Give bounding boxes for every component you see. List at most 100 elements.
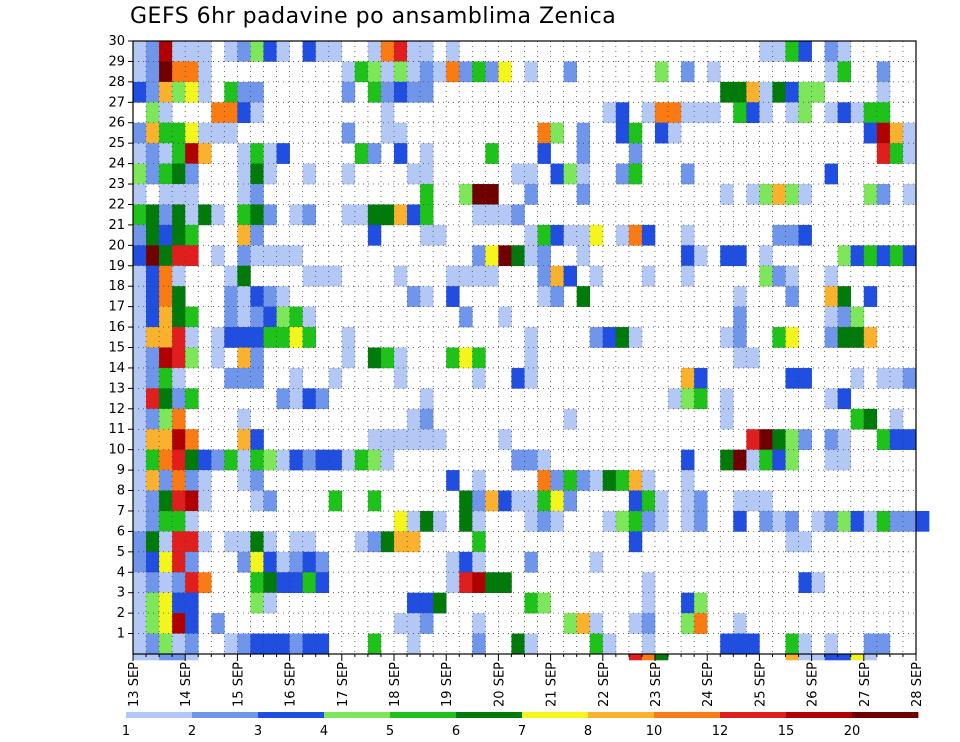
heatmap-cell — [185, 204, 199, 226]
heatmap-cell — [628, 654, 643, 661]
heatmap-cell — [146, 245, 160, 267]
heatmap-cell — [146, 81, 160, 103]
heatmap-cell — [159, 224, 173, 246]
heatmap-cell — [146, 102, 160, 124]
heatmap-cell — [367, 224, 382, 246]
heatmap-cell — [237, 143, 251, 164]
heatmap-cell — [824, 306, 838, 328]
colorbar-segment — [588, 712, 655, 718]
heatmap-cell — [576, 224, 591, 246]
heatmap-cell — [394, 204, 408, 226]
heatmap-cell — [459, 306, 473, 328]
heatmap-cell — [198, 122, 238, 144]
y-tick-label: 9 — [117, 463, 125, 478]
heatmap-cell — [785, 510, 799, 532]
heatmap-cell — [628, 122, 643, 144]
heatmap-cell — [602, 470, 617, 491]
heatmap-cell — [407, 592, 434, 614]
heatmap-cell — [641, 572, 656, 593]
heatmap-cell — [172, 613, 186, 634]
heatmap-cell — [889, 245, 904, 267]
heatmap-cell — [589, 224, 604, 246]
heatmap-cell — [824, 102, 838, 124]
heatmap-cell — [485, 143, 499, 164]
heatmap-cell — [420, 61, 434, 83]
heatmap-cell — [146, 490, 160, 512]
heatmap-cell — [380, 41, 395, 62]
heatmap-cell — [146, 613, 160, 634]
heatmap-cell — [159, 122, 186, 144]
heatmap-cell — [172, 367, 186, 389]
heatmap-cell — [537, 510, 551, 532]
heatmap-cell — [681, 470, 695, 491]
y-tick-label: 15 — [108, 341, 125, 356]
heatmap-cell — [289, 449, 303, 471]
heatmap-cell — [159, 61, 173, 83]
heatmap-cell — [133, 204, 147, 226]
heatmap-cell — [146, 388, 160, 410]
heatmap-cell — [198, 81, 212, 103]
heatmap-cell — [524, 61, 538, 83]
heatmap-cell — [641, 470, 656, 491]
heatmap-cell — [420, 510, 434, 532]
heatmap-cell — [172, 265, 186, 287]
heatmap-cell — [772, 449, 786, 471]
heatmap-cell — [185, 654, 199, 661]
heatmap-cell — [146, 41, 160, 62]
heatmap-cell — [876, 245, 891, 267]
heatmap-cell — [550, 224, 564, 246]
heatmap-cell — [420, 388, 434, 410]
chart-title: GEFS 6hr padavine po ansamblima Zenica — [130, 4, 617, 29]
heatmap-cell — [185, 143, 199, 164]
heatmap-cell — [733, 286, 747, 307]
heatmap-cell — [172, 81, 186, 103]
heatmap-cell — [237, 286, 251, 307]
heatmap-cell — [824, 41, 838, 62]
heatmap-cell — [407, 81, 434, 103]
heatmap-cell — [367, 449, 382, 471]
heatmap-cell — [211, 449, 225, 471]
heatmap-cell — [315, 551, 330, 573]
heatmap-cell — [824, 633, 838, 655]
heatmap-cell — [446, 265, 460, 287]
heatmap-cell — [146, 551, 160, 573]
heatmap-cell — [811, 572, 825, 593]
heatmap-cell — [224, 41, 238, 62]
heatmap-cell — [263, 41, 277, 62]
heatmap-cell — [602, 633, 617, 655]
heatmap-cell — [172, 347, 186, 369]
colorbar-label: 7 — [518, 724, 526, 739]
heatmap-cell — [576, 245, 591, 267]
heatmap-cell — [602, 327, 617, 348]
heatmap-cell — [720, 184, 734, 205]
heatmap-cell — [681, 388, 695, 410]
heatmap-cell — [837, 61, 852, 83]
heatmap-cell — [681, 613, 695, 634]
heatmap-cell — [172, 163, 186, 185]
heatmap-cell — [133, 572, 147, 593]
grid-lines — [133, 40, 916, 654]
heatmap-cell — [420, 613, 434, 634]
heatmap-cell — [185, 388, 199, 410]
heatmap-cell — [733, 449, 747, 471]
heatmap-cell — [276, 306, 290, 328]
heatmap-cell — [250, 102, 264, 124]
heatmap-cell — [889, 510, 904, 532]
heatmap-cell — [615, 102, 630, 124]
heatmap-cell — [876, 510, 891, 532]
heatmap-cell — [824, 61, 838, 83]
heatmap-cell — [250, 347, 264, 369]
heatmap-cell — [133, 592, 147, 614]
heatmap-cell — [133, 490, 147, 512]
y-tick-label: 3 — [117, 586, 125, 601]
heatmap-cell — [407, 633, 421, 655]
heatmap-cell — [824, 510, 838, 532]
heatmap-cell — [641, 510, 656, 532]
heatmap-cell — [459, 347, 473, 369]
heatmap-cell — [302, 163, 316, 185]
y-tick-label: 6 — [117, 524, 125, 539]
heatmap-cell — [694, 613, 708, 634]
heatmap-cell — [655, 102, 682, 124]
heatmap-cell — [146, 572, 160, 593]
heatmap-cell — [172, 470, 186, 491]
